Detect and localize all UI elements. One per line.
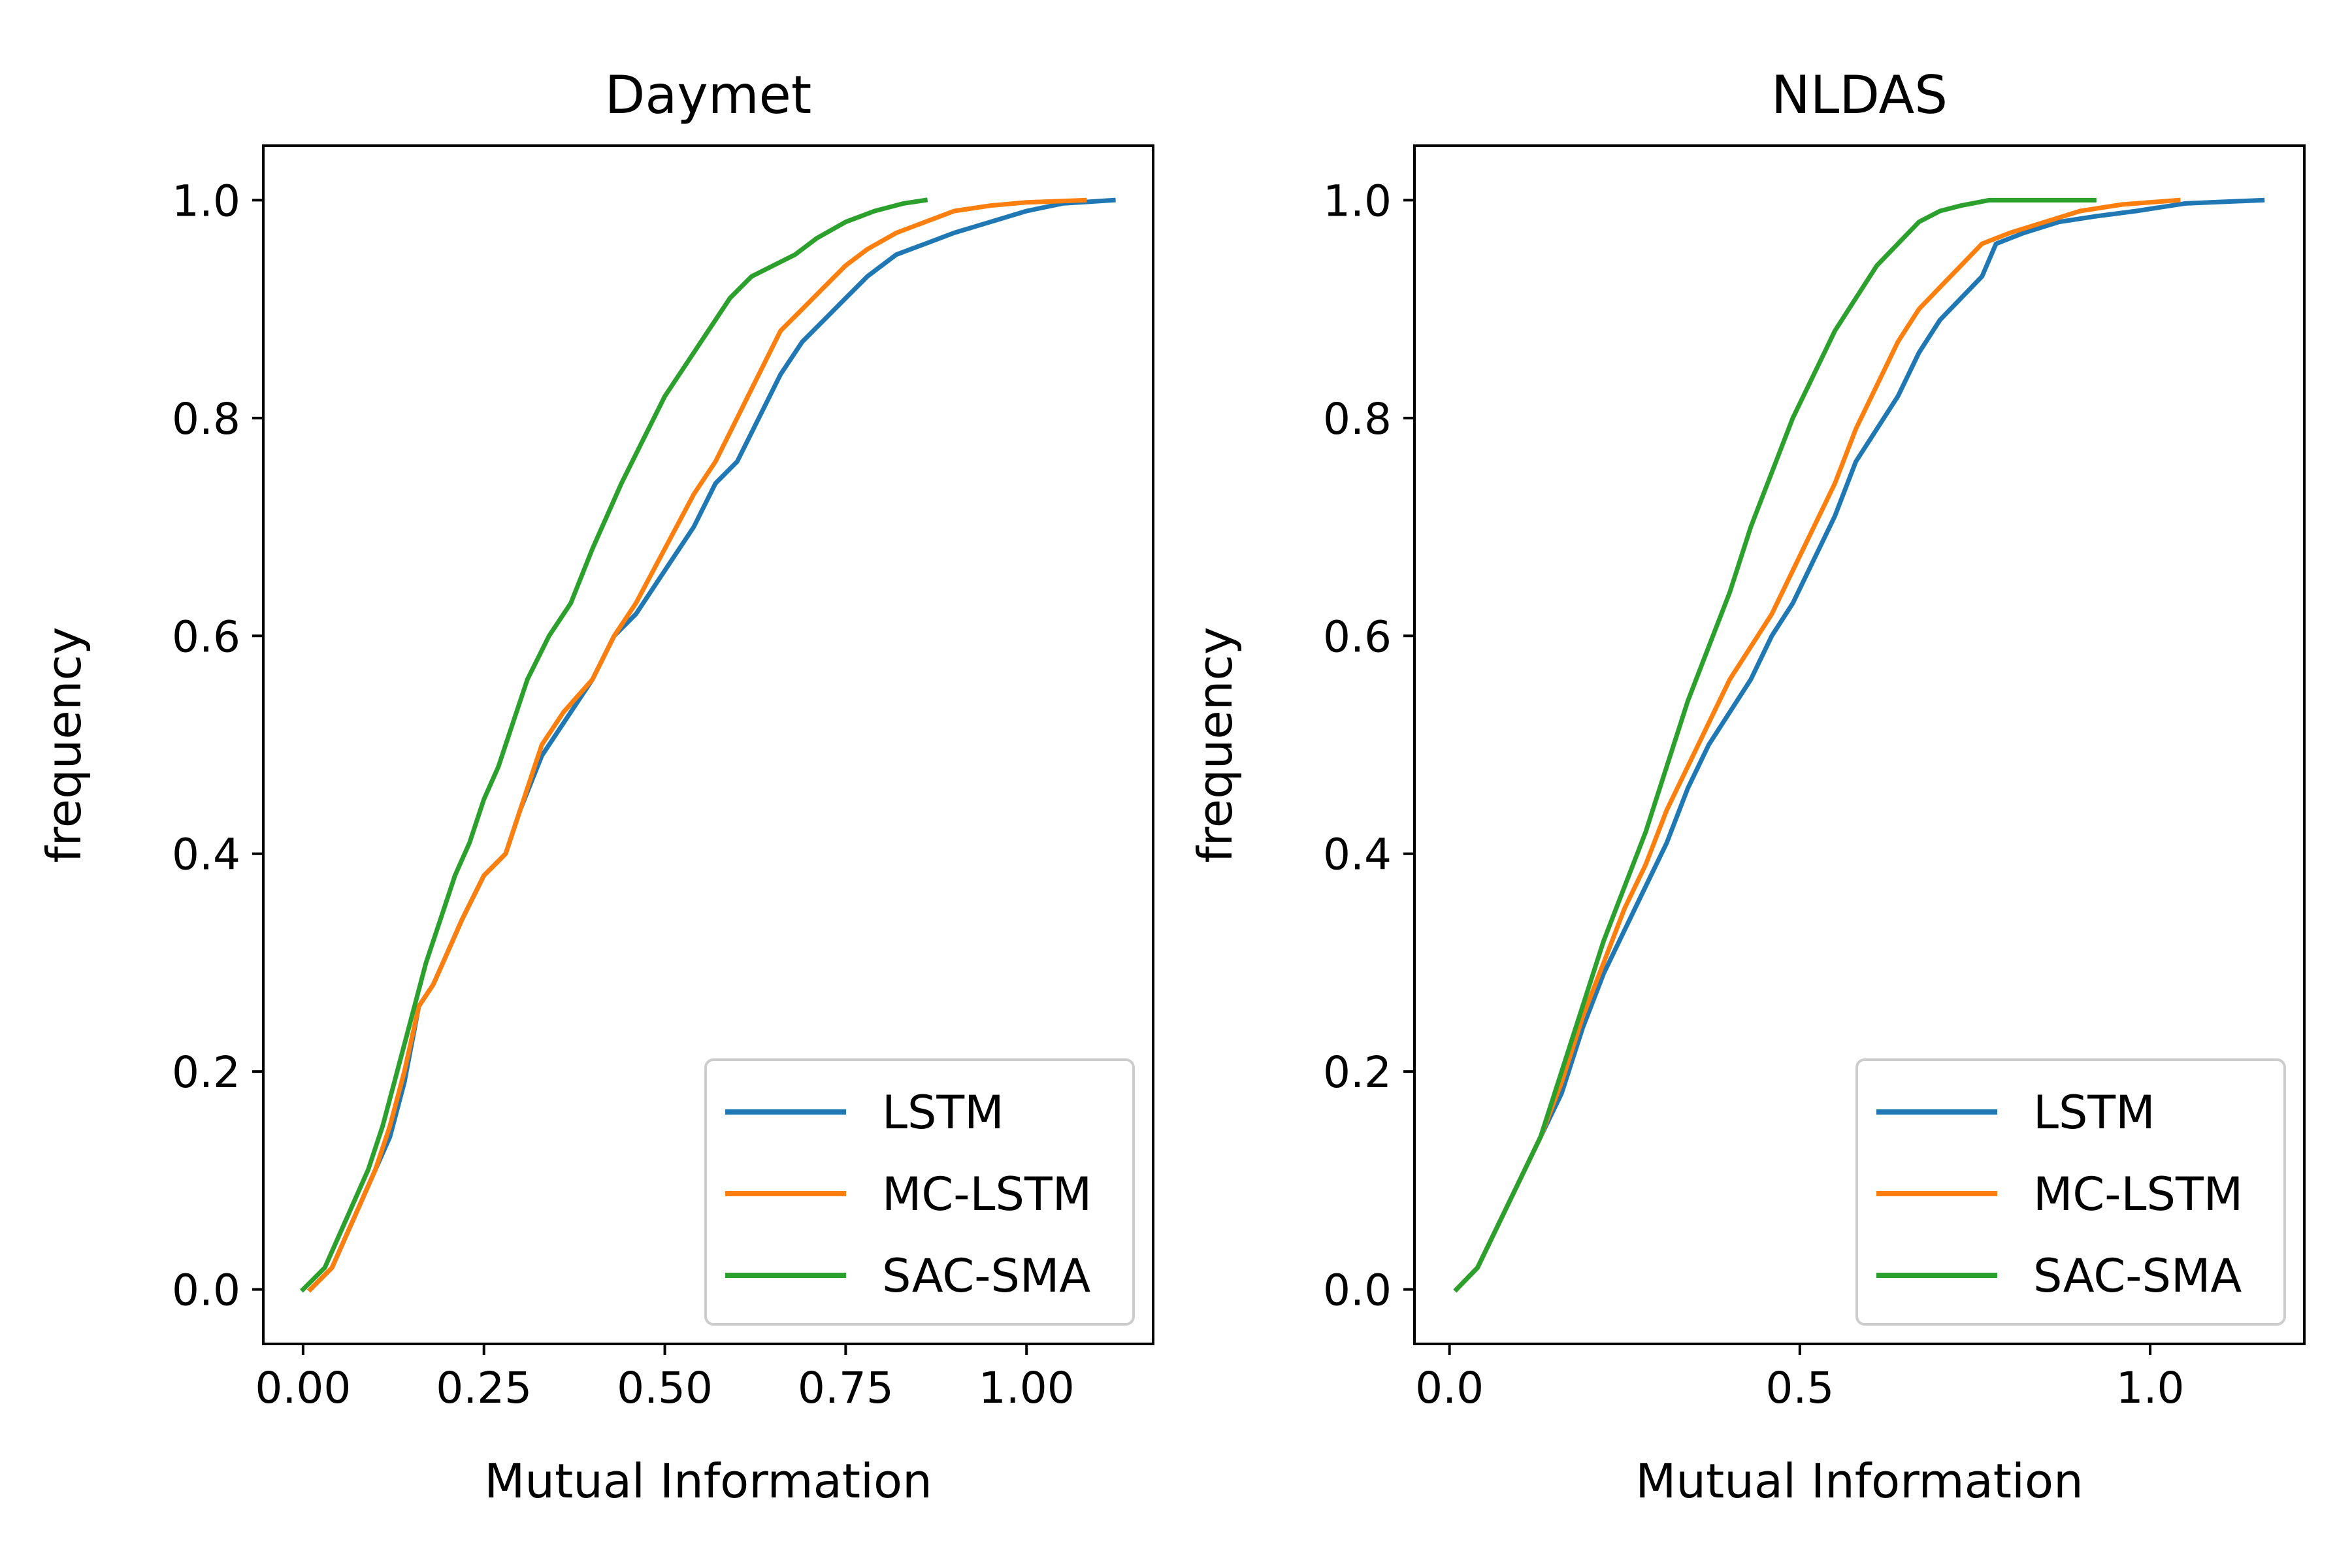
daymet-y-tick-label: 0.6: [172, 612, 240, 662]
nldas-series-line-lstm: [1453, 197, 2265, 1293]
nldas-y-tick-label: 0.0: [1323, 1266, 1392, 1316]
daymet-legend-label-sac-sma: SAC-SMA: [882, 1249, 1090, 1303]
nldas-y-tick-label: 0.6: [1323, 612, 1392, 662]
nldas-legend-label-sac-sma: SAC-SMA: [2033, 1249, 2242, 1303]
daymet-series-line-sac-sma: [299, 197, 928, 1293]
nldas-y-tick-label: 1.0: [1323, 176, 1392, 226]
nldas-x-tick-label: 0.0: [1415, 1363, 1484, 1413]
daymet-y-axis-label: frequency: [37, 627, 91, 862]
daymet-y-ticks: 0.0 0.2 0.4 0.6 0.8 1.0: [172, 176, 263, 1316]
nldas-x-tick-label: 1.0: [2116, 1363, 2185, 1413]
daymet-x-tick-label: 0.75: [798, 1363, 894, 1413]
daymet-y-tick-label: 0.8: [172, 394, 240, 444]
daymet-y-tick-label: 1.0: [172, 176, 240, 226]
daymet-legend-label-lstm: LSTM: [882, 1086, 1004, 1139]
nldas-series-lines: [1453, 197, 2265, 1293]
nldas-y-tick-label: 0.4: [1323, 830, 1392, 880]
daymet-y-tick-label: 0.2: [172, 1047, 240, 1098]
nldas-legend-box: [1855, 1058, 2286, 1326]
daymet-legend-label-mc-lstm: MC-LSTM: [882, 1168, 1092, 1221]
daymet-y-tick-label: 0.0: [172, 1266, 240, 1316]
daymet-x-axis-label: Mutual Information: [484, 1454, 932, 1509]
nldas-y-tick-label: 0.2: [1323, 1047, 1392, 1098]
nldas-axes-frame: [1413, 144, 2306, 1345]
daymet-panel: Daymet Mutual Information frequency 0.00…: [37, 65, 1154, 1509]
nldas-series-line-mc-lstm: [1453, 197, 2181, 1293]
nldas-legend-label-mc-lstm: MC-LSTM: [2033, 1168, 2243, 1221]
daymet-x-tick-label: 1.00: [979, 1363, 1075, 1413]
nldas-panel: NLDAS Mutual Information frequency 0.0 0.…: [1188, 65, 2306, 1509]
nldas-legend-label-lstm: LSTM: [2033, 1086, 2155, 1139]
nldas-x-axis-label: Mutual Information: [1635, 1454, 2083, 1509]
daymet-x-tick-label: 0.50: [617, 1363, 713, 1413]
daymet-x-tick-label: 0.00: [255, 1363, 351, 1413]
nldas-series-line-sac-sma: [1453, 197, 2097, 1293]
daymet-title: Daymet: [605, 65, 811, 125]
daymet-axes-frame: [262, 144, 1154, 1345]
nldas-y-axis-label: frequency: [1188, 627, 1243, 862]
daymet-legend-box: [704, 1058, 1135, 1326]
daymet-series-lines: [299, 197, 1116, 1293]
daymet-y-tick-label: 0.4: [172, 830, 240, 880]
nldas-x-tick-label: 0.5: [1765, 1363, 1834, 1413]
daymet-series-line-lstm: [307, 197, 1116, 1293]
daymet-x-ticks: 0.00 0.25 0.50 0.75 1.00: [255, 1344, 1075, 1413]
daymet-x-tick-label: 0.25: [436, 1363, 532, 1413]
nldas-y-ticks: 0.0 0.2 0.4 0.6 0.8 1.0: [1323, 176, 1414, 1316]
daymet-series-line-mc-lstm: [307, 197, 1087, 1293]
nldas-y-tick-label: 0.8: [1323, 394, 1392, 444]
nldas-x-ticks: 0.0 0.5 1.0: [1415, 1344, 2185, 1413]
nldas-title: NLDAS: [1771, 65, 1948, 125]
nldas-legend: LSTM MC-LSTM SAC-SMA: [1855, 1058, 2286, 1326]
daymet-legend: LSTM MC-LSTM SAC-SMA: [704, 1058, 1135, 1326]
